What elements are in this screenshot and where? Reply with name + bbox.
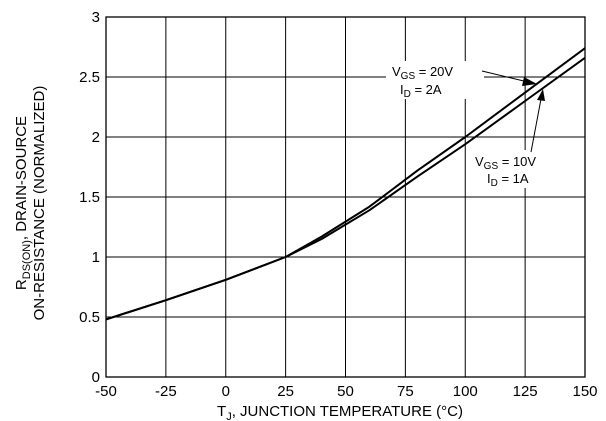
annotation-vgs20: VGS = 20V ID = 2A (386, 61, 537, 100)
y-axis-title: RDS(ON), DRAIN-SOURCE ON-RESISTANCE (NOR… (13, 86, 48, 321)
y-tick-labels: 0 0.5 1 1.5 2 2.5 3 (79, 9, 100, 386)
annotation-vgs10-line2: ID = 1A (487, 171, 529, 189)
x-axis-title: TJ, JUNCTION TEMPERATURE (°C) (217, 403, 463, 421)
x-tick-label: 0 (222, 383, 230, 400)
x-tick-labels: -50 -25 0 25 50 75 100 125 150 (95, 383, 597, 400)
y-tick-label: 2.5 (79, 69, 100, 86)
x-tick-label: 100 (453, 383, 478, 400)
series-lines (105, 47, 586, 321)
grid (105, 16, 586, 378)
x-tick-label: 125 (513, 383, 538, 400)
x-tick-label: 75 (397, 383, 414, 400)
y-tick-label: 3 (92, 9, 100, 26)
x-tick-label: -25 (155, 383, 177, 400)
x-tick-label: -50 (95, 383, 117, 400)
annotation-vgs10: VGS = 10V ID = 1A (470, 89, 564, 189)
annotation-vgs20-leader (481, 70, 529, 83)
annotation-vgs20-arrowhead (522, 77, 537, 86)
y-tick-label: 0.5 (79, 309, 100, 326)
x-tick-label: 150 (572, 383, 597, 400)
y-axis-title-line1: RDS(ON), DRAIN-SOURCE (13, 116, 33, 290)
y-tick-label: 0 (92, 369, 100, 386)
y-axis-title-line2: ON-RESISTANCE (NORMALIZED) (31, 86, 48, 321)
y-tick-label: 2 (92, 129, 100, 146)
plot-frame (105, 16, 586, 378)
series-line-vgs-10v (105, 56, 586, 321)
annotation-vgs20-line2: ID = 2A (400, 82, 442, 100)
annotation-vgs10-line1: VGS = 10V (475, 154, 536, 172)
y-tick-label: 1 (92, 249, 100, 266)
annotation-vgs10-arrowhead (537, 89, 545, 101)
annotation-vgs20-bg (386, 61, 484, 99)
x-tick-label: 50 (337, 383, 354, 400)
y-tick-label: 1.5 (79, 189, 100, 206)
x-tick-label: 25 (277, 383, 294, 400)
annotation-vgs10-bg (470, 150, 564, 188)
annotation-vgs10-leader (530, 98, 542, 153)
annotation-vgs20-line1: VGS = 20V (392, 64, 453, 82)
